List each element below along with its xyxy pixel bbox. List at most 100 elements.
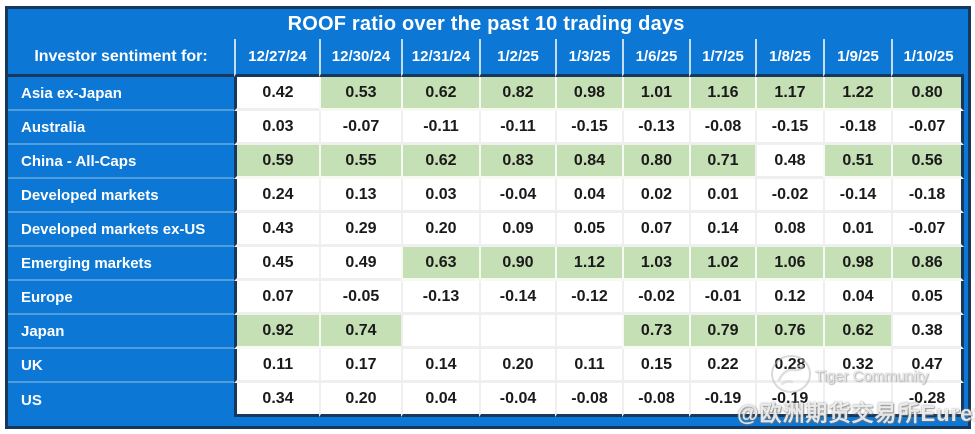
ratio-cell: 0.84 <box>555 145 622 179</box>
row-label: Developed markets <box>8 179 234 213</box>
ratio-cell: 1.01 <box>622 77 689 111</box>
ratio-cell: -0.08 <box>622 383 689 417</box>
ratio-cell: 0.22 <box>689 349 755 383</box>
sentiment-table: ROOF ratio over the past 10 trading days… <box>8 9 965 417</box>
ratio-cell: -0.14 <box>479 281 555 315</box>
ratio-cell: 0.74 <box>319 315 401 349</box>
table-row: US 0.34 0.20 0.04 -0.04 -0.08 -0.08 -0.19 -0.19-… <box>8 383 965 417</box>
ratio-cell: 0.20 <box>319 383 401 417</box>
ratio-cell: 0.55 <box>319 145 401 179</box>
ratio-cell: -0.02 <box>755 179 823 213</box>
ratio-cell: 1.06 <box>755 247 823 281</box>
ratio-cell: 0.49 <box>319 247 401 281</box>
ratio-cell: -0.02 <box>622 281 689 315</box>
table-row: Asia ex-Japan 0.42 0.53 0.62 0.82 0.98 1.01 1.1… <box>8 77 965 111</box>
ratio-cell: 0.08 <box>755 213 823 247</box>
ratio-cell: -0.08 <box>555 383 622 417</box>
ratio-cell: -0.07 <box>319 111 401 145</box>
ratio-cell: 0.03 <box>401 179 479 213</box>
row-header-label: Investor sentiment for: <box>8 39 234 77</box>
ratio-cell <box>479 315 555 349</box>
ratio-cell: 1.02 <box>689 247 755 281</box>
ratio-cell: 0.05 <box>891 281 965 315</box>
date-column-header: 1/8/25 <box>755 39 823 77</box>
ratio-cell: 0.04 <box>401 383 479 417</box>
row-label: Australia <box>8 111 234 145</box>
ratio-cell: -0.12 <box>555 281 622 315</box>
row-label: US <box>8 383 234 417</box>
ratio-cell: 0.48 <box>755 145 823 179</box>
ratio-cell: 0.07 <box>234 281 319 315</box>
ratio-cell: 0.42 <box>234 77 319 111</box>
date-column-header: 12/30/24 <box>319 39 401 77</box>
ratio-cell: 0.98 <box>823 247 891 281</box>
ratio-cell: 0.17 <box>319 349 401 383</box>
table-row: China - All-Caps 0.59 0.55 0.62 0.83 0.84 0.80… <box>8 145 965 179</box>
ratio-cell: 0.11 <box>234 349 319 383</box>
ratio-cell: -0.28 <box>891 383 965 417</box>
row-label: Asia ex-Japan <box>8 77 234 111</box>
ratio-cell: 0.01 <box>823 213 891 247</box>
ratio-cell: 1.22 <box>823 77 891 111</box>
date-column-header: 1/6/25 <box>622 39 689 77</box>
ratio-cell: -0.13 <box>401 281 479 315</box>
ratio-cell: -0.07 <box>891 213 965 247</box>
table-row: UK 0.11 0.17 0.14 0.20 0.11 0.15 0.22 0.28 0.32 0.… <box>8 349 965 383</box>
ratio-cell: 0.79 <box>689 315 755 349</box>
ratio-cell: 0.62 <box>401 145 479 179</box>
ratio-cell: 0.13 <box>319 179 401 213</box>
date-column-header: 12/27/24 <box>234 39 319 77</box>
ratio-cell: -0.04 <box>479 383 555 417</box>
ratio-cell: -0.13 <box>622 111 689 145</box>
row-label: Japan <box>8 315 234 349</box>
date-column-header: 1/3/25 <box>555 39 622 77</box>
ratio-cell: 0.43 <box>234 213 319 247</box>
ratio-cell: 0.02 <box>622 179 689 213</box>
date-column-header: 1/7/25 <box>689 39 755 77</box>
table-row: Europe 0.07 -0.05 -0.13 -0.14 -0.12 -0.02 -0.01… <box>8 281 965 315</box>
ratio-cell: 0.82 <box>479 77 555 111</box>
row-label: Europe <box>8 281 234 315</box>
ratio-cell: 0.71 <box>689 145 755 179</box>
ratio-cell: 0.45 <box>234 247 319 281</box>
ratio-cell: 0.63 <box>401 247 479 281</box>
ratio-cell: -0.05 <box>319 281 401 315</box>
ratio-cell: 0.83 <box>479 145 555 179</box>
ratio-cell: 0.20 <box>401 213 479 247</box>
ratio-cell: 0.92 <box>234 315 319 349</box>
ratio-cell: -0.19 <box>689 383 755 417</box>
ratio-cell: -0.11 <box>479 111 555 145</box>
ratio-cell: 0.14 <box>401 349 479 383</box>
column-header-row: Investor sentiment for: 12/27/24 12/30/24… <box>8 39 965 77</box>
ratio-cell: 1.12 <box>555 247 622 281</box>
roof-ratio-table: ROOF ratio over the past 10 trading days… <box>5 6 971 429</box>
ratio-cell: 0.47 <box>891 349 965 383</box>
ratio-cell: 0.62 <box>823 315 891 349</box>
table-row: Developed markets ex-US 0.43 0.29 0.20 0.09 0… <box>8 213 965 247</box>
ratio-cell: -0.19 <box>755 383 823 417</box>
table-title: ROOF ratio over the past 10 trading days <box>8 9 965 39</box>
ratio-cell: 0.73 <box>622 315 689 349</box>
ratio-cell: 0.56 <box>891 145 965 179</box>
ratio-cell: 0.59 <box>234 145 319 179</box>
ratio-cell: 0.09 <box>479 213 555 247</box>
ratio-cell: 0.32 <box>823 349 891 383</box>
ratio-cell: 0.51 <box>823 145 891 179</box>
ratio-cell: 0.28 <box>755 349 823 383</box>
ratio-cell: 1.03 <box>622 247 689 281</box>
table-row: Developed markets 0.24 0.13 0.03 -0.04 0.04 0.… <box>8 179 965 213</box>
ratio-cell: -0.15 <box>755 111 823 145</box>
ratio-cell: 0.11 <box>555 349 622 383</box>
ratio-cell: 0.12 <box>755 281 823 315</box>
ratio-cell: 0.98 <box>555 77 622 111</box>
ratio-cell: 0.62 <box>401 77 479 111</box>
date-column-header: 12/31/24 <box>401 39 479 77</box>
ratio-cell: 0.29 <box>319 213 401 247</box>
ratio-cell: 0.07 <box>622 213 689 247</box>
row-label: Emerging markets <box>8 247 234 281</box>
ratio-cell: 0.80 <box>891 77 965 111</box>
ratio-cell: 0.20 <box>479 349 555 383</box>
ratio-cell: 0.15 <box>622 349 689 383</box>
date-column-header: 1/2/25 <box>479 39 555 77</box>
ratio-cell <box>401 315 479 349</box>
